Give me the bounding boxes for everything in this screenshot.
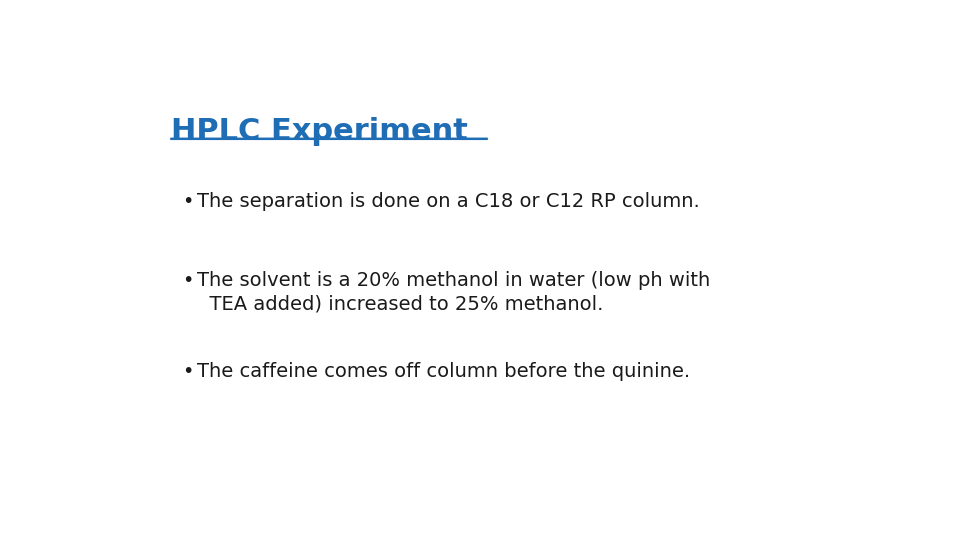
Text: The separation is done on a C18 or C12 RP column.: The separation is done on a C18 or C12 R… — [197, 192, 700, 211]
Text: •: • — [181, 362, 193, 381]
Text: HPLC Experiment: HPLC Experiment — [171, 117, 468, 146]
Text: The solvent is a 20% methanol in water (low ph with
  TEA added) increased to 25: The solvent is a 20% methanol in water (… — [197, 271, 709, 314]
Text: •: • — [181, 192, 193, 211]
Text: •: • — [181, 271, 193, 289]
Text: The caffeine comes off column before the quinine.: The caffeine comes off column before the… — [197, 362, 689, 381]
